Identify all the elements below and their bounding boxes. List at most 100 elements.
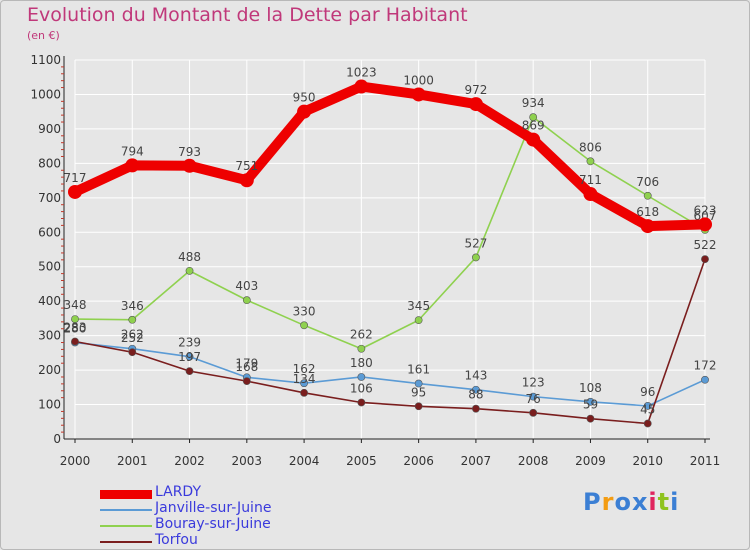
- data-label: 527: [464, 236, 487, 250]
- legend-label: LARDY: [155, 484, 201, 500]
- series-line: [70, 81, 710, 232]
- series-lardy: 717 794 793 751 950 1023 1000 972 869 711 618 623: [64, 66, 717, 234]
- data-label: 96: [640, 385, 655, 399]
- data-point: [300, 379, 308, 388]
- y-tick-label: 300: [38, 329, 61, 343]
- data-label: 950: [293, 91, 316, 105]
- legend-label: Janville-sur-Juine: [155, 500, 272, 516]
- brand-letter: i: [670, 488, 680, 516]
- data-point: [71, 315, 79, 323]
- brand-logo: Proxiti: [583, 488, 679, 516]
- x-tick-label: 2011: [690, 454, 721, 468]
- plot-area: [75, 60, 705, 439]
- data-point: [68, 184, 82, 199]
- data-point: [300, 321, 308, 330]
- y-tick-label: 800: [38, 156, 61, 170]
- x-tick-label: 2009: [575, 454, 606, 468]
- x-tick-label: 2005: [346, 454, 377, 468]
- data-label: 143: [464, 369, 487, 383]
- data-point: [472, 253, 480, 262]
- data-point: [586, 414, 595, 423]
- brand-letter: P: [583, 488, 602, 516]
- series-line: [74, 258, 706, 425]
- data-point: [643, 191, 652, 200]
- data-point: [185, 352, 194, 361]
- data-point: [242, 377, 251, 386]
- data-label: 522: [694, 238, 717, 252]
- x-tick-label: 2008: [518, 454, 549, 468]
- data-point: [185, 266, 194, 275]
- data-label: 711: [579, 173, 602, 187]
- data-point: [125, 158, 140, 173]
- data-label: 623: [694, 203, 717, 217]
- data-point: [239, 173, 254, 188]
- data-label: 280: [64, 322, 87, 336]
- data-label: 168: [235, 360, 258, 374]
- x-tick-label: 2001: [117, 454, 148, 468]
- data-point: [71, 337, 79, 346]
- data-point: [640, 219, 655, 234]
- x-tick-label: 2000: [60, 454, 91, 468]
- y-tick-label: 1100: [30, 53, 61, 67]
- data-label: 239: [178, 336, 201, 350]
- legend-label: Torfou: [155, 532, 198, 548]
- data-label: 262: [121, 328, 144, 342]
- data-label: 59: [583, 398, 598, 412]
- y-tick-label: 900: [38, 122, 61, 136]
- data-point: [414, 316, 423, 325]
- data-point: [583, 187, 598, 202]
- y-tick-label: 500: [38, 260, 61, 274]
- data-label: 793: [178, 145, 201, 159]
- data-label: 283: [64, 320, 87, 334]
- data-label: 252: [121, 331, 144, 345]
- legend-label: Bouray-sur-Juine: [155, 516, 271, 532]
- data-label: 161: [407, 363, 430, 377]
- brand-letter: t: [657, 488, 671, 516]
- series-bouray-sur-juine: 348 346 488 403 330 262 345 527 934 806 706 607: [64, 96, 717, 353]
- data-label: 180: [350, 356, 373, 370]
- data-point: [357, 398, 366, 407]
- data-point: [357, 373, 366, 381]
- data-point: [128, 315, 137, 324]
- series-janville-sur-juine: 280 262 239 179 162 180 161 143 123 108 96 172: [64, 322, 717, 410]
- unit-label: (en €): [27, 29, 60, 42]
- data-label: 179: [235, 356, 258, 370]
- y-tick-label: 200: [38, 363, 61, 377]
- data-point: [182, 158, 197, 173]
- x-tick-label: 2004: [289, 454, 320, 468]
- brand-letter: x: [631, 488, 649, 516]
- data-point: [529, 408, 538, 417]
- data-point: [468, 97, 483, 112]
- y-tick-label: 1000: [30, 87, 61, 101]
- data-label: 806: [579, 140, 602, 154]
- data-point: [472, 404, 480, 413]
- data-label: 108: [579, 381, 602, 395]
- data-label: 162: [293, 362, 316, 376]
- y-tick-label: 600: [38, 225, 61, 239]
- y-tick-label: 0: [53, 432, 61, 446]
- data-point: [128, 348, 137, 357]
- data-label: 348: [64, 298, 87, 312]
- x-tick-label: 2006: [403, 454, 434, 468]
- data-label: 88: [468, 388, 483, 402]
- legend-swatch: [100, 541, 152, 543]
- data-label: 607: [694, 209, 717, 223]
- data-label: 76: [526, 392, 541, 406]
- data-point: [411, 87, 426, 102]
- y-tick-label: 100: [38, 398, 61, 412]
- y-tick-label: 700: [38, 191, 61, 205]
- data-point: [300, 388, 308, 397]
- data-point: [297, 104, 312, 119]
- data-point: [472, 385, 480, 394]
- gridlines: 0 100 200 300 400 500 600 700 800 900 1000 1100: [30, 53, 706, 446]
- data-label: 197: [178, 350, 201, 364]
- data-label: 172: [694, 359, 717, 373]
- data-label: 751: [235, 159, 258, 173]
- data-label: 345: [407, 299, 430, 313]
- data-label: 488: [178, 250, 201, 264]
- data-label: 1023: [346, 66, 377, 80]
- data-label: 134: [293, 372, 316, 386]
- legend-swatch: [100, 525, 152, 527]
- series-line: [74, 341, 706, 407]
